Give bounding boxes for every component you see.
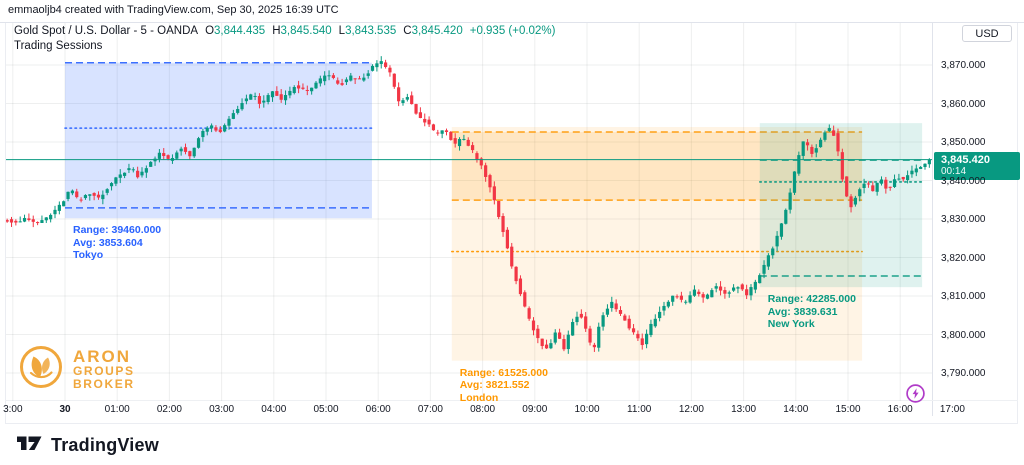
current-price-value: 3,845.420 <box>941 153 990 166</box>
time-axis[interactable]: 3:00 30 01:00 02:00 03:00 04:00 05:00 06:00 07:0… <box>0 401 1024 419</box>
time-tick: 06:00 <box>365 404 391 415</box>
time-tick: 04:00 <box>261 404 287 415</box>
current-price-badge: 3,845.420 00:14 <box>934 151 1020 180</box>
panel-border <box>0 22 1024 424</box>
time-tick: 10:00 <box>574 404 600 415</box>
time-tick: 13:00 <box>731 404 757 415</box>
session-label-newyork: Range: 42285.000 Avg: 3839.631 New York <box>768 293 856 331</box>
price-axis[interactable]: USD 3,845.420 00:14 3,870.000 3,860.000 3,… <box>933 22 1024 402</box>
price-tick: 3,870.000 <box>941 60 986 71</box>
broker-name-line: ARON <box>73 347 132 366</box>
aron-leaf-icon <box>18 344 64 395</box>
session-label-london: Range: 61525.000 Avg: 3821.552 London <box>460 367 548 405</box>
time-tick: 17:00 <box>939 404 965 415</box>
ohlc-value: 3,844.435 <box>214 25 266 37</box>
price-tick: 3,820.000 <box>941 252 986 264</box>
time-tick: 14:00 <box>783 404 809 415</box>
time-tick: 01:00 <box>104 404 130 415</box>
time-tick: 09:00 <box>522 404 548 415</box>
price-tick: 3,860.000 <box>941 98 986 110</box>
time-tick: 11:00 <box>627 404 652 415</box>
symbol-title: Gold Spot / U.S. Dollar - 5 - OANDA <box>14 25 199 37</box>
currency-button[interactable]: USD <box>962 25 1012 42</box>
session-boxes <box>64 61 923 361</box>
time-tick: 05:00 <box>313 404 339 415</box>
time-tick: 3:00 <box>3 404 23 415</box>
session-box-newyork <box>758 123 923 288</box>
price-tick: 3,810.000 <box>941 291 986 302</box>
session-name: London <box>459 391 499 404</box>
price-change: +0.935 (+0.02%) <box>469 25 556 37</box>
bar-countdown: 00:14 <box>941 165 967 177</box>
session-range: Range: 42285.000 <box>767 293 856 306</box>
ohlc-letter: H <box>272 25 281 37</box>
ohlc-value: 3,843.535 <box>345 25 397 37</box>
boost-icon[interactable] <box>905 383 926 404</box>
session-range: Range: 61525.000 <box>459 366 548 379</box>
candles <box>6 56 931 354</box>
ohlc-letter: O <box>205 25 215 37</box>
broker-name-line: BROKER <box>73 376 135 391</box>
ohlc-values: O3,844.435 H3,845.540 L3,843.535 C3,845.420 <box>198 25 463 37</box>
session-box-tokyo <box>64 61 373 219</box>
tradingview-logo[interactable]: TradingView <box>16 433 159 458</box>
time-tick: 30 <box>59 404 71 415</box>
time-tick: 03:00 <box>209 404 235 415</box>
price-tick: 3,840.000 <box>941 175 986 187</box>
price-tick: 3,800.000 <box>941 329 986 341</box>
session-name: Tokyo <box>73 249 104 262</box>
ohlc-letter: L <box>338 25 346 37</box>
session-avg: Avg: 3839.631 <box>767 305 838 318</box>
session-range: Range: 39460.000 <box>73 224 162 237</box>
indicator-label: Trading Sessions <box>14 40 103 52</box>
footer-bar: TradingView <box>0 425 1024 465</box>
ohlc-value: 3,845.540 <box>280 25 332 37</box>
session-name: New York <box>767 318 815 331</box>
price-tick: 3,850.000 <box>941 137 986 148</box>
ohlc-value: 3,845.420 <box>411 25 463 37</box>
chart-legend: Gold Spot / U.S. Dollar - 5 - OANDA O3,84… <box>14 25 555 52</box>
tradingview-wordmark: TradingView <box>51 435 159 455</box>
tradingview-mark-icon <box>16 433 43 458</box>
session-avg: Avg: 3853.604 <box>73 236 143 249</box>
time-tick: 02:00 <box>156 404 182 415</box>
time-tick: 07:00 <box>417 404 443 415</box>
grid <box>6 23 932 401</box>
broker-name: ARON GROUPS BROKER <box>73 347 135 391</box>
ohlc-letter: C <box>403 25 412 37</box>
session-box-london <box>451 126 863 361</box>
session-label-tokyo: Range: 39460.000 Avg: 3853.604 Tokyo <box>73 224 161 262</box>
time-tick: 12:00 <box>678 404 704 415</box>
price-tick: 3,790.000 <box>941 368 986 379</box>
broker-watermark: ARON GROUPS BROKER <box>18 344 135 395</box>
time-tick: 08:00 <box>470 404 496 415</box>
price-tick: 3,830.000 <box>941 214 986 225</box>
time-tick: 16:00 <box>887 404 913 415</box>
attribution-text: emmaoljb4 created with TradingView.com, … <box>8 4 339 16</box>
currency-label: USD <box>975 27 999 40</box>
time-tick: 15:00 <box>835 404 861 415</box>
broker-name-line: GROUPS <box>73 364 135 378</box>
session-avg: Avg: 3821.552 <box>459 379 530 392</box>
